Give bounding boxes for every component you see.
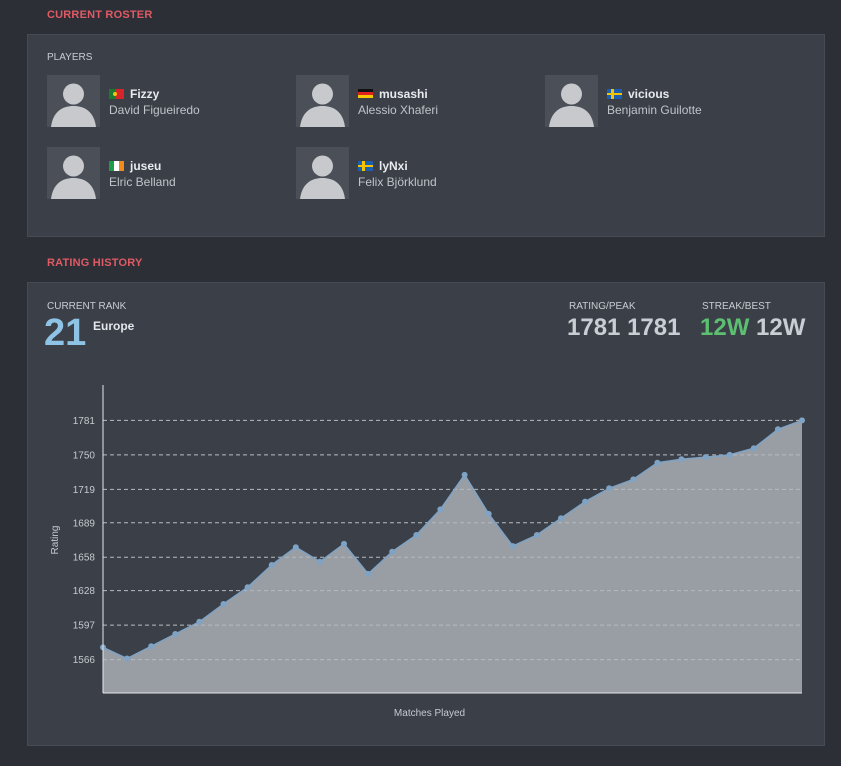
best-streak: 12W [756,314,806,341]
y-tick-label: 1781 [73,416,96,427]
data-point [702,454,709,461]
data-point [220,601,227,607]
y-tick-label: 1689 [73,518,96,529]
y-tick-label: 1750 [73,450,96,461]
y-tick-label: 1658 [73,553,96,564]
data-point [437,506,444,513]
avatar [296,147,349,199]
data-point [413,532,420,538]
data-point [509,543,516,550]
avatar [47,147,100,199]
data-point [316,558,323,565]
streak-best-value: 12W 12W [700,316,805,340]
avatar [296,75,349,127]
data-point [124,655,131,662]
data-point [389,548,396,555]
y-axis-label: Rating [50,526,61,555]
data-point [726,451,733,458]
rank-region: Europe [93,319,135,333]
player-name: Benjamin Guilotte [607,103,702,117]
x-axis-label: Matches Played [394,708,465,719]
rank-value: 21 [44,312,87,354]
ireland-flag-icon [109,160,124,171]
rating-history-title: RATING HISTORY [47,257,143,269]
data-point [148,643,155,650]
sweden-flag-icon [607,88,622,99]
rating-area [103,420,802,693]
streak-best-label: STREAK/BEST [702,301,771,312]
portugal-flag-icon [109,88,124,99]
player-name: Elric Belland [109,175,176,189]
current-rating: 1781 [567,314,621,341]
data-point [678,456,685,463]
data-point [341,540,347,547]
data-point [485,510,492,517]
data-point [365,570,372,577]
rating-line [102,419,803,660]
rating-peak-label: RATING/PEAK [569,301,636,312]
y-tick-label: 1719 [73,485,96,496]
rating-history-chart: 1566 1597 1628 1658 1689 1719 1750 1781 Matches … [50,385,805,719]
player-nick[interactable]: musashi [379,86,428,101]
data-point [292,544,299,551]
data-point [244,584,251,591]
roster-panel: PLAYERS Fizzy David Figueiredo musashi A… [27,34,825,237]
data-point [799,417,805,424]
current-roster-title: CURRENT ROSTER [47,9,153,21]
player-nick[interactable]: vicious [628,86,670,101]
player-card[interactable]: Fizzy David Figueiredo [47,75,277,129]
data-point [172,631,179,637]
data-point [196,618,203,625]
avatar [545,75,598,127]
sweden-flag-icon [358,160,373,171]
current-rank-label: CURRENT RANK [47,301,127,312]
avatar [47,75,100,127]
player-card[interactable]: lyNxi Felix Björklund [296,147,526,201]
data-point [558,515,564,522]
data-point [268,562,275,568]
germany-flag-icon [358,88,373,99]
player-name: Felix Björklund [358,175,437,189]
data-point [654,459,661,466]
player-nick[interactable]: juseu [130,158,162,173]
player-nick[interactable]: Fizzy [130,86,160,101]
data-point [750,445,757,452]
data-point [774,426,781,433]
players-label: PLAYERS [47,52,93,63]
player-nick[interactable]: lyNxi [379,158,408,173]
y-tick-label: 1566 [73,655,96,666]
rating-peak-value: 1781 1781 [567,316,680,340]
peak-rating: 1781 [627,314,681,341]
player-card[interactable]: musashi Alessio Xhaferi [296,75,526,129]
data-point [461,471,468,478]
data-point [582,498,589,505]
y-tick-label: 1628 [73,586,96,597]
current-streak: 12W [700,314,750,341]
data-point [630,476,637,483]
player-name: Alessio Xhaferi [358,103,439,117]
data-point [533,532,540,538]
y-tick-label: 1597 [73,621,96,632]
player-name: David Figueiredo [109,103,200,117]
player-card[interactable]: juseu Elric Belland [47,147,277,201]
data-point [606,485,613,492]
player-card[interactable]: vicious Benjamin Guilotte [545,75,775,129]
